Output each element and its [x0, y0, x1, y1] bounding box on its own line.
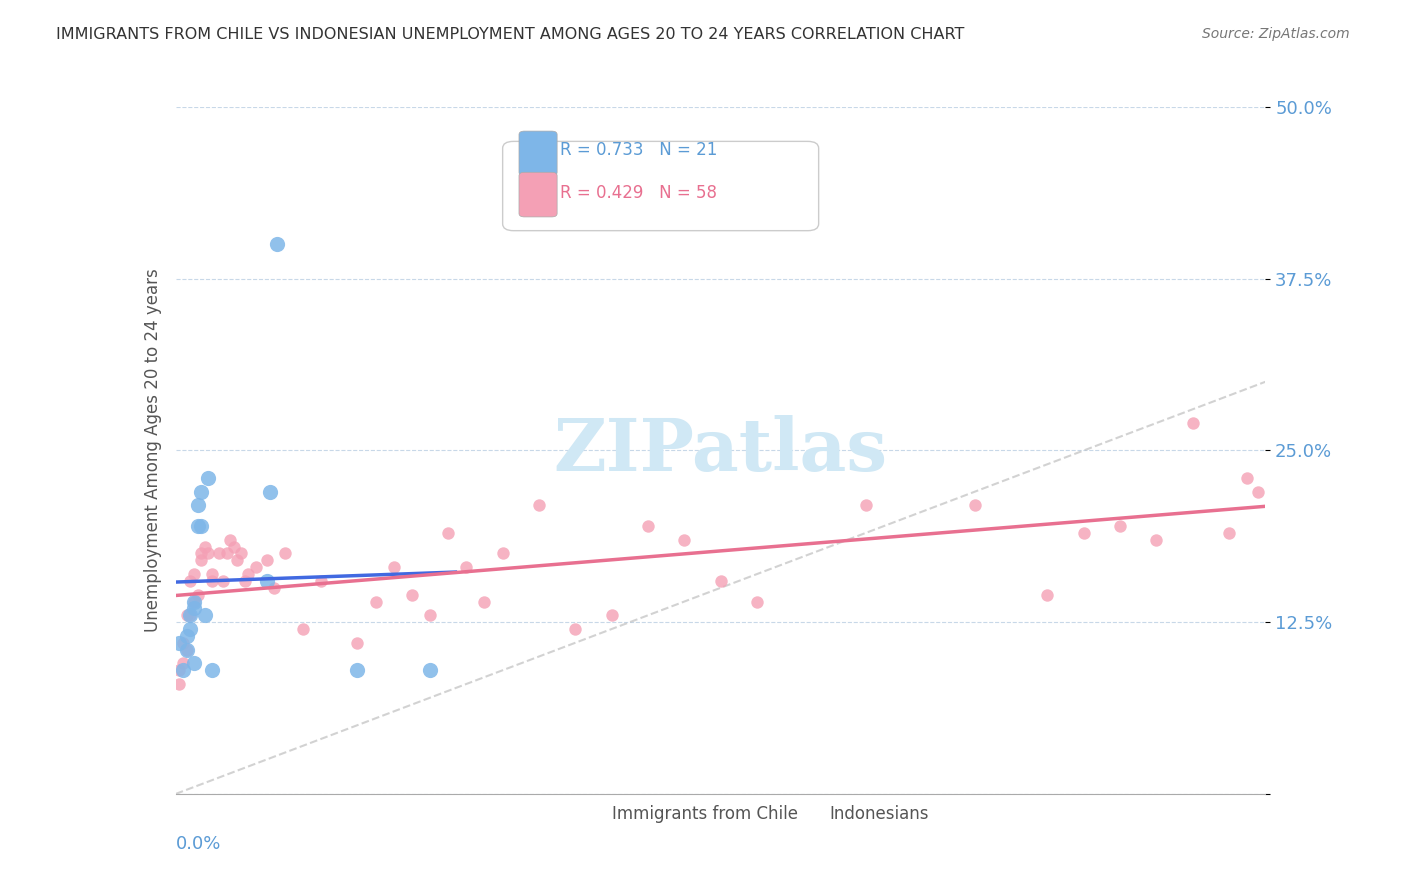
FancyBboxPatch shape [794, 803, 827, 826]
Point [474, 594, 496, 608]
Point [256, 553, 278, 567]
Point [186, 499, 209, 513]
Point [266, 237, 288, 252]
Point [179, 608, 201, 623]
Point [963, 499, 986, 513]
Point [346, 636, 368, 650]
Point [219, 533, 242, 547]
Point [176, 629, 198, 643]
Point [1247, 484, 1270, 499]
Point [1073, 525, 1095, 540]
Point [1109, 519, 1132, 533]
Text: ZIPatlas: ZIPatlas [554, 415, 887, 486]
Point [172, 657, 194, 671]
Point [201, 574, 224, 588]
Text: R = 0.429   N = 58: R = 0.429 N = 58 [561, 184, 717, 202]
Point [194, 540, 217, 554]
Point [456, 560, 478, 574]
Point [259, 484, 281, 499]
Point [745, 594, 768, 608]
FancyBboxPatch shape [519, 131, 557, 176]
Point [1236, 471, 1258, 485]
Point [169, 636, 191, 650]
Point [183, 601, 205, 615]
Y-axis label: Unemployment Among Ages 20 to 24 years: Unemployment Among Ages 20 to 24 years [143, 268, 162, 632]
Point [215, 546, 238, 561]
FancyBboxPatch shape [503, 141, 818, 231]
Point [710, 574, 733, 588]
Point [197, 546, 219, 561]
Point [401, 588, 423, 602]
Point [419, 663, 441, 677]
Point [169, 677, 191, 691]
Text: IMMIGRANTS FROM CHILE VS INDONESIAN UNEMPLOYMENT AMONG AGES 20 TO 24 YEARS CORRE: IMMIGRANTS FROM CHILE VS INDONESIAN UNEM… [56, 27, 965, 42]
Point [179, 574, 201, 588]
Point [179, 622, 201, 636]
Point [176, 608, 198, 623]
Point [1036, 588, 1059, 602]
Point [183, 594, 205, 608]
Point [238, 567, 260, 582]
Point [364, 594, 387, 608]
Point [1146, 533, 1168, 547]
Point [183, 594, 205, 608]
Text: Immigrants from Chile: Immigrants from Chile [612, 805, 797, 823]
Point [673, 533, 696, 547]
Point [208, 546, 231, 561]
Point [1181, 416, 1204, 430]
Point [437, 525, 460, 540]
Point [222, 540, 245, 554]
Point [190, 553, 212, 567]
Point [263, 581, 285, 595]
Point [855, 499, 877, 513]
Point [179, 608, 201, 623]
Point [419, 608, 441, 623]
Point [274, 546, 297, 561]
FancyBboxPatch shape [519, 172, 557, 217]
Point [346, 663, 368, 677]
Point [172, 663, 194, 677]
Point [637, 519, 659, 533]
Point [527, 499, 550, 513]
Point [201, 663, 224, 677]
Point [245, 560, 267, 574]
Point [190, 519, 212, 533]
Point [176, 642, 198, 657]
Text: Indonesians: Indonesians [830, 805, 929, 823]
Point [183, 657, 205, 671]
Point [233, 574, 256, 588]
Text: 0.0%: 0.0% [176, 835, 221, 853]
Text: R = 0.733   N = 21: R = 0.733 N = 21 [561, 141, 718, 160]
Point [256, 574, 278, 588]
Point [231, 546, 253, 561]
FancyBboxPatch shape [576, 803, 609, 826]
Point [382, 560, 405, 574]
Point [190, 484, 212, 499]
Point [176, 642, 198, 657]
Point [492, 546, 515, 561]
Point [291, 622, 314, 636]
Point [212, 574, 235, 588]
Point [194, 608, 217, 623]
Point [172, 636, 194, 650]
Point [600, 608, 623, 623]
Point [1218, 525, 1240, 540]
Text: Source: ZipAtlas.com: Source: ZipAtlas.com [1202, 27, 1350, 41]
Point [201, 567, 224, 582]
Point [226, 553, 249, 567]
Point [183, 567, 205, 582]
Point [186, 588, 209, 602]
Point [197, 471, 219, 485]
Point [564, 622, 586, 636]
Point [309, 574, 332, 588]
Point [190, 546, 212, 561]
Point [186, 519, 209, 533]
Point [169, 663, 191, 677]
